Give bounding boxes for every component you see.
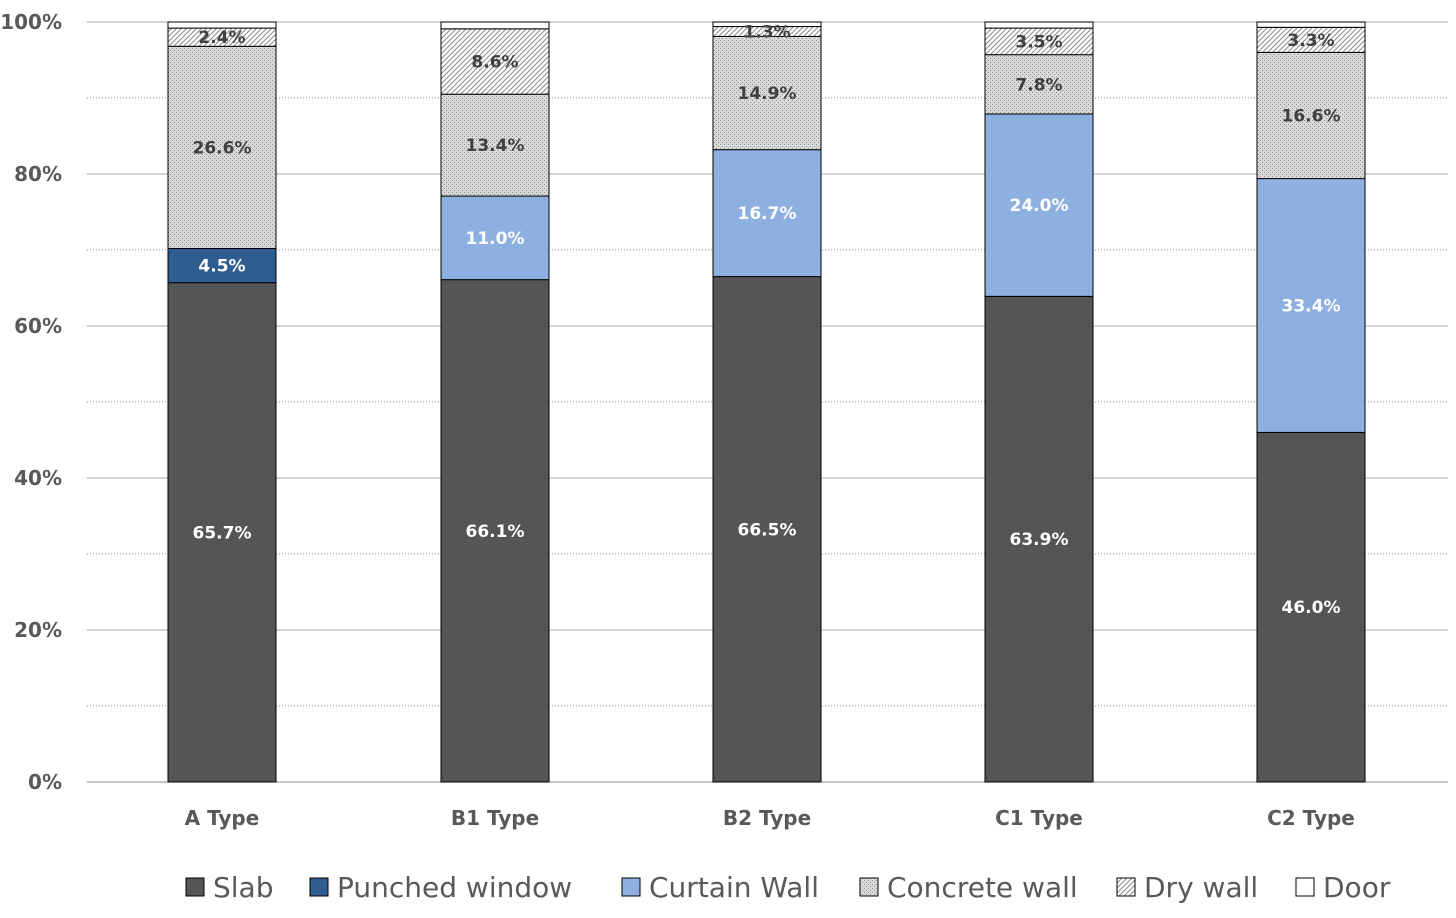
data-labels: 65.7% 4.5% 26.6% 2.4% 66.1% 11.0% 13.4% 8.6% 66.… [193,23,1341,619]
bars [167,21,1366,783]
bar-segment-curtain-wall [712,149,822,278]
bar-segment-door [984,21,1094,29]
x-category-label: B2 Type [723,806,811,830]
data-label: 1.3% [743,23,790,43]
legend-label: Door [1323,871,1391,904]
bar-segment-door [712,21,822,28]
x-category-label: B1 Type [451,806,539,830]
legend-label: Slab [213,871,273,904]
data-label: 14.9% [738,84,797,104]
legend-label: Dry wall [1144,871,1258,904]
legend-label: Punched window [337,871,572,904]
x-category-label: C2 Type [1267,806,1355,830]
bar-segment-curtain-wall [984,113,1094,297]
legend-swatch [1116,877,1136,897]
data-label: 7.8% [1015,75,1062,95]
data-label: 46.0% [1282,598,1341,618]
y-tick-label: 20% [14,618,62,642]
bar-segment-slab [984,295,1094,783]
legend-swatch [621,877,641,897]
data-label: 16.7% [738,204,797,224]
x-category-label: C1 Type [995,806,1083,830]
data-label: 66.5% [738,520,797,540]
bar-segment-dry-wall [440,28,550,95]
data-label: 24.0% [1010,196,1069,216]
data-label: 33.4% [1282,296,1341,316]
data-label: 4.5% [198,257,245,277]
bar-segment-concrete-wall [984,54,1094,115]
data-label: 16.6% [1282,106,1341,126]
y-tick-label: 80% [14,162,62,186]
y-tick-label: 0% [28,770,62,794]
legend-swatch [185,877,205,897]
bar-segment-dry-wall [984,27,1094,56]
data-label: 63.9% [1010,530,1069,550]
data-label: 2.4% [198,28,245,48]
bar-segment-door [167,21,277,29]
legend-label: Concrete wall [887,871,1078,904]
y-tick-label: 60% [14,314,62,338]
legend-swatch [309,877,329,897]
y-tick-label: 100% [0,10,62,34]
data-label: 11.0% [466,229,525,249]
bar-segment-slab [440,279,550,783]
data-label: 3.5% [1015,32,1062,52]
bar-segment-door [440,21,550,30]
y-axis-ticks: 0% 20% 40% 60% 80% 100% [0,10,62,794]
data-label: 26.6% [193,138,252,158]
x-category-label: A Type [185,806,260,830]
data-label: 13.4% [466,136,525,156]
bar-segment-concrete-wall [712,35,822,151]
data-label: 3.3% [1287,31,1334,51]
bar-segment-concrete-wall [1256,51,1366,180]
y-tick-label: 40% [14,466,62,490]
data-label: 66.1% [466,522,525,542]
bar-segment-punched-window [167,247,277,284]
legend: Slab Punched window Curtain Wall Concrete w… [185,871,1391,904]
bar-segment-concrete-wall [167,45,277,249]
legend-swatch [859,877,879,897]
data-label: 8.6% [471,53,518,73]
data-label: 65.7% [193,523,252,543]
bar-segment-door [1256,21,1366,28]
bar-segment-dry-wall [1256,26,1366,53]
bar-segment-curtain-wall [1256,178,1366,433]
bar-segment-slab [712,276,822,783]
bar-segment-slab [167,282,277,783]
legend-swatch [1295,877,1315,897]
legend-label: Curtain Wall [649,871,819,904]
x-axis-categories: A Type B1 Type B2 Type C1 Type C2 Type [185,806,1355,830]
